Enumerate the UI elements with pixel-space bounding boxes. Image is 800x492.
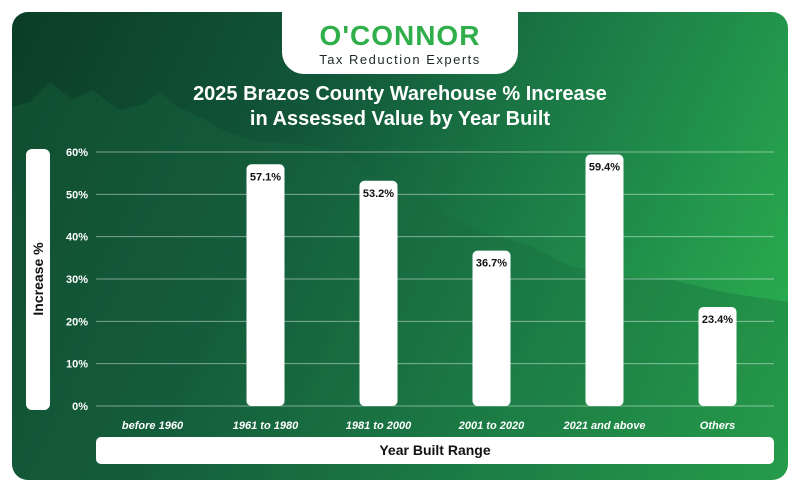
data-label: 23.4% [702, 314, 733, 326]
x-tick-label: 1961 to 1980 [233, 420, 299, 432]
bar [246, 164, 285, 406]
y-tick-label: 60% [66, 147, 88, 159]
bar [359, 180, 398, 406]
x-tick-label: 2021 and above [563, 420, 646, 432]
y-tick-label: 40% [66, 232, 88, 244]
data-label: 53.2% [363, 188, 394, 200]
y-tick-label: 10% [66, 359, 88, 371]
brand-logo: O'CONNOR [319, 20, 481, 51]
x-tick-label: before 1960 [122, 420, 184, 432]
chart-card: O'CONNOR Tax Reduction Experts 2025 Braz… [12, 12, 788, 480]
plot-area: 0% 10% 20% 30% 40% 50% 60% before 1960 57.1% 1961… [66, 147, 774, 432]
y-tick-label: 50% [66, 189, 88, 201]
chart-title-line-2: in Assessed Value by Year Built [249, 108, 551, 130]
chart-title-line-1: 2025 Brazos County Warehouse % Increase [193, 83, 607, 105]
bar [698, 306, 737, 406]
y-tick-label: 30% [66, 274, 88, 286]
bar [585, 154, 624, 406]
logo-tab: O'CONNOR Tax Reduction Experts [282, 12, 518, 74]
y-tick-label: 20% [66, 316, 88, 328]
x-tick-label: Others [700, 420, 735, 432]
y-axis-label-box: Increase % [26, 149, 50, 410]
bar [472, 250, 511, 406]
brand-tagline: Tax Reduction Experts [319, 52, 481, 67]
x-axis-label: Year Built Range [96, 437, 774, 464]
data-label: 59.4% [589, 162, 620, 174]
data-label: 57.1% [250, 171, 281, 183]
x-tick-label: 1981 to 2000 [346, 420, 412, 432]
y-tick-label: 0% [72, 401, 88, 413]
data-label: 36.7% [476, 258, 507, 270]
chart-title: 2025 Brazos County Warehouse % Increase … [12, 82, 788, 132]
x-tick-label: 2001 to 2020 [458, 420, 525, 432]
